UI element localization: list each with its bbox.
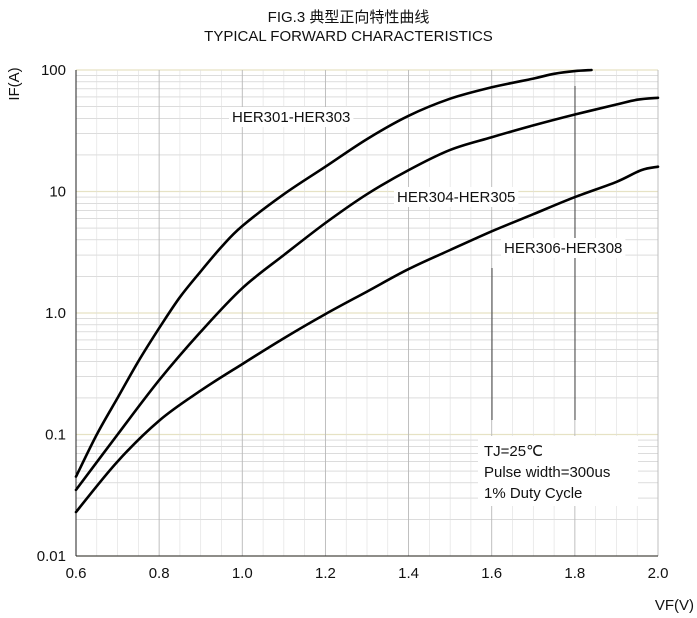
annotation-background <box>478 436 638 506</box>
series-label-background <box>501 238 626 258</box>
y-tick-label: 10 <box>49 184 66 201</box>
x-tick-label: 0.8 <box>149 565 170 582</box>
y-tick-label: 1.0 <box>45 305 66 322</box>
x-tick-label: 1.4 <box>398 565 419 582</box>
series-label: HER304-HER305 <box>397 189 515 206</box>
series-line <box>74 68 593 478</box>
series-label-background <box>394 187 519 207</box>
chart-subtitle: TYPICAL FORWARD CHARACTERISTICS <box>204 28 493 45</box>
chart-title: FIG.3 典型正向特性曲线 <box>267 9 430 26</box>
series-label-background <box>229 107 354 127</box>
y-tick-label: 0.1 <box>45 427 66 444</box>
x-tick-label: 1.6 <box>481 565 502 582</box>
series-label: HER301-HER303 <box>232 109 350 126</box>
series-line <box>74 96 660 492</box>
series-label: HER306-HER308 <box>504 240 622 257</box>
y-axis-label: IF(A) <box>6 67 23 100</box>
x-tick-label: 1.0 <box>232 565 253 582</box>
x-tick-label: 1.2 <box>315 565 336 582</box>
x-axis-label: VF(V) <box>655 597 694 614</box>
x-tick-label: 2.0 <box>648 565 669 582</box>
y-tick-label: 0.01 <box>37 548 66 565</box>
annotation-text: TJ=25℃ <box>484 443 543 460</box>
series-line <box>74 165 660 514</box>
x-tick-label: 0.6 <box>66 565 87 582</box>
annotation-text: Pulse width=300us <box>484 464 610 481</box>
y-tick-label: 100 <box>41 62 66 79</box>
x-tick-label: 1.8 <box>564 565 585 582</box>
annotation-text: 1% Duty Cycle <box>484 485 582 502</box>
